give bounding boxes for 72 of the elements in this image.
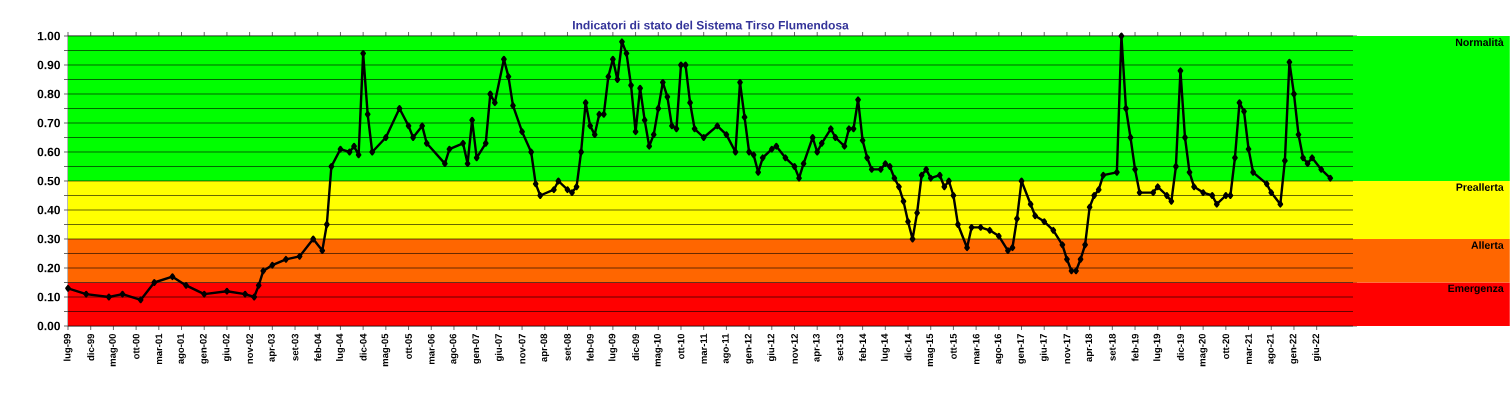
x-tick-label: dic-14 [904, 333, 912, 361]
x-tick-label: ott-00 [132, 333, 140, 360]
band-label: Normalità [1455, 38, 1504, 47]
x-tick-label: feb-09 [586, 333, 594, 362]
x-tick-label: feb-14 [859, 333, 867, 362]
x-tick-label: giu-22 [1312, 333, 1322, 362]
y-tick-label: 0.90 [37, 60, 60, 70]
y-tick-label: 0.50 [37, 176, 60, 186]
x-tick-label: mag-05 [381, 333, 391, 367]
band-label: Emergenza [1448, 284, 1504, 295]
x-tick-label: gen-02 [199, 333, 209, 364]
x-tick-label: nov-17 [1063, 333, 1071, 364]
x-tick-label: ago-11 [722, 333, 731, 364]
x-tick-label: lug-14 [880, 333, 890, 361]
x-tick-label: nov-12 [791, 333, 798, 364]
x-tick-label: ago-01 [177, 333, 186, 364]
y-tick-label: 1.00 [37, 31, 60, 41]
x-tick-label: ott-05 [405, 333, 412, 360]
x-tick-label: ago-16 [994, 333, 1004, 364]
x-tick-label: gen-12 [744, 333, 754, 364]
x-tick-label: dic-99 [87, 333, 95, 361]
x-tick-label: apr-18 [1085, 333, 1094, 362]
x-tick-label: dic-09 [632, 333, 640, 361]
x-tick-label: lug-04 [335, 333, 345, 361]
x-tick-label: lug-99 [63, 333, 73, 361]
y-tick-label: 0.20 [37, 263, 60, 273]
x-tick-label: gen-07 [472, 333, 481, 364]
x-tick-label: apr-03 [268, 333, 277, 362]
x-tick-label: gen-17 [1017, 333, 1026, 364]
x-tick-label: mag-20 [1198, 333, 1208, 367]
x-tick-label: set-03 [291, 333, 299, 361]
x-tick-label: set-13 [836, 333, 844, 361]
x-tick-label: nov-02 [246, 333, 253, 364]
x-tick-label: giu-07 [494, 333, 504, 362]
x-tick-label: lug-09 [608, 333, 618, 361]
x-tick-label: dic-04 [359, 333, 367, 361]
x-tick-label: mar-16 [972, 333, 980, 365]
x-tick-label: feb-19 [1131, 333, 1139, 362]
x-tick-label: gen-22 [1289, 333, 1299, 364]
y-tick-label: 0.10 [37, 292, 60, 302]
y-tick-label: 0.70 [37, 118, 60, 128]
x-tick-label: apr-08 [540, 333, 550, 362]
x-tick-label: mar-01 [155, 333, 163, 365]
y-tick-label: 0.30 [37, 234, 60, 244]
x-tick-label: feb-04 [314, 333, 322, 362]
x-tick-label: ago-06 [449, 333, 459, 364]
x-tick-label: mar-11 [700, 333, 708, 364]
y-tick-label: 0.80 [37, 89, 60, 99]
x-tick-label: nov-07 [518, 333, 526, 364]
y-tick-label: 0.40 [37, 205, 60, 215]
band-label: Allerta [1471, 241, 1504, 249]
x-tick-label: mag-15 [926, 333, 935, 367]
x-tick-label: set-08 [564, 333, 571, 361]
y-tick-label: 0.60 [37, 147, 60, 157]
x-tick-label: mag-10 [653, 333, 663, 367]
x-tick-label: apr-13 [812, 333, 822, 362]
band-label: Preallerta [1456, 183, 1504, 191]
x-tick-label: ott-20 [1222, 333, 1230, 360]
x-tick-label: giu-02 [222, 333, 232, 362]
chart-title: Indicatori di stato del Sistema Tirso Flumendosa [573, 20, 849, 30]
x-tick-label: giu-17 [1039, 333, 1049, 362]
y-tick-label: 0.00 [37, 321, 60, 331]
x-tick-label: lug-19 [1153, 333, 1163, 361]
x-tick-label: mar-21 [1245, 333, 1252, 365]
x-tick-label: set-18 [1108, 333, 1116, 361]
x-tick-label: mar-06 [427, 333, 435, 365]
x-tick-label: ott-10 [677, 333, 685, 360]
x-tick-label: dic-19 [1176, 333, 1184, 361]
x-tick-label: mag-00 [109, 333, 118, 367]
x-tick-label: ago-21 [1266, 333, 1276, 364]
x-tick-label: giu-12 [767, 333, 777, 362]
x-tick-label: ott-15 [950, 333, 957, 360]
